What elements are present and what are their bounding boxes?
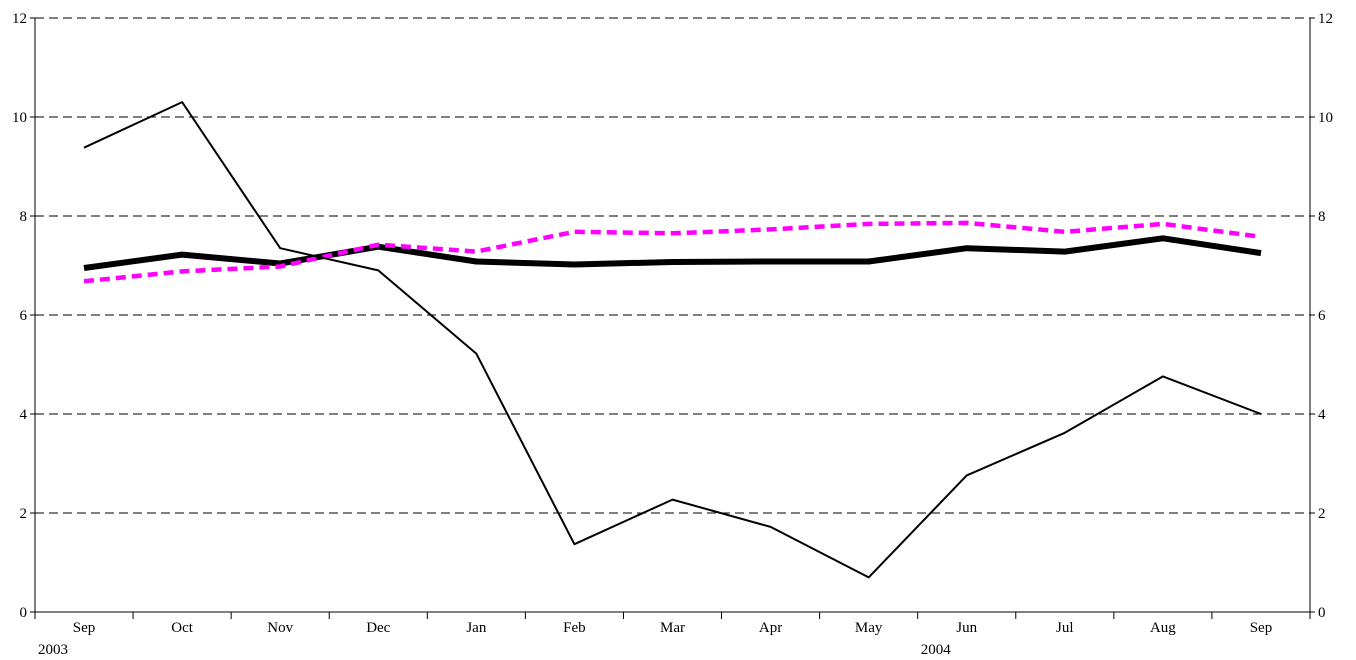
right-y-tick-label: 0 [1318, 605, 1326, 621]
year-label: 2003 [38, 642, 68, 658]
x-tick-label: Oct [171, 620, 193, 636]
series-line-1 [83, 235, 1262, 271]
x-tick-label: Sep [73, 620, 96, 636]
y-tick-label: 0 [20, 605, 28, 621]
y-tick-label: 4 [20, 407, 28, 423]
x-tick-label: Jul [1056, 620, 1074, 636]
x-tick-label: Aug [1150, 620, 1176, 636]
y-tick-label: 12 [12, 11, 27, 27]
x-tick-label: Nov [267, 620, 293, 636]
right-y-tick-label: 8 [1318, 209, 1326, 225]
x-ticks: Sep Oct Nov Dec Jan Feb Mar Apr May Jun Jul Aug Sep 2… [34, 612, 1311, 658]
x-tick-label: May [855, 620, 883, 636]
y-tick-label: 8 [20, 209, 28, 225]
y-tick-label: 6 [20, 308, 28, 324]
y-tick-label: 10 [12, 110, 27, 126]
right-y-ticks: 0 2 4 6 8 10 12 [1310, 11, 1333, 621]
right-y-tick-label: 12 [1318, 11, 1333, 27]
right-y-tick-label: 4 [1318, 407, 1326, 423]
series-line-2 [83, 220, 1262, 284]
series-line-3 [83, 101, 1262, 579]
x-tick-label: Dec [366, 620, 390, 636]
year-label: 2004 [921, 642, 952, 658]
right-y-tick-label: 2 [1318, 506, 1326, 522]
x-tick-label: Feb [563, 620, 586, 636]
x-tick-label: Jan [466, 620, 486, 636]
left-y-ticks: 0 2 4 6 8 10 12 [12, 11, 35, 621]
x-tick-label: Mar [660, 620, 685, 636]
series-lines [83, 101, 1262, 579]
y-tick-label: 2 [20, 506, 28, 522]
right-y-tick-label: 6 [1318, 308, 1326, 324]
right-y-tick-label: 10 [1318, 110, 1333, 126]
x-tick-label: Apr [759, 620, 782, 636]
x-tick-label: Jun [956, 620, 977, 636]
x-tick-label: Sep [1250, 620, 1273, 636]
gridlines [35, 17, 1310, 514]
